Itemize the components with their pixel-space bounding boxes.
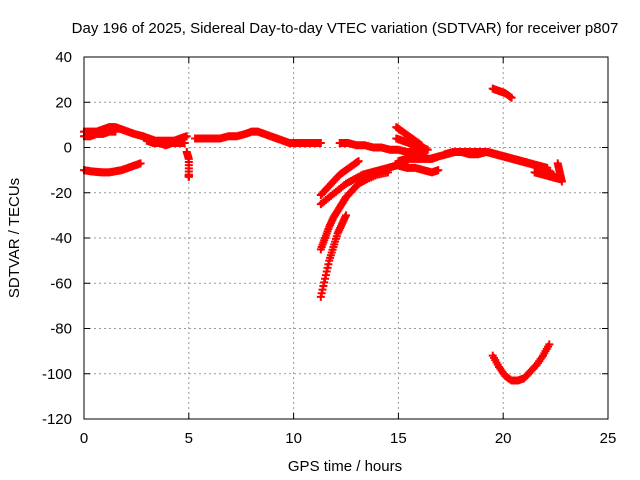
grid (84, 57, 608, 419)
series-track-14 (392, 134, 432, 154)
y-tick-label: 0 (64, 140, 72, 157)
y-tick-label: 40 (55, 49, 72, 66)
y-tick-label: -120 (42, 411, 72, 428)
y-tick-label: -100 (42, 366, 72, 383)
x-tick-label: 10 (285, 430, 302, 447)
y-tick-label: -20 (50, 185, 72, 202)
series-track-16 (394, 161, 443, 177)
series-track-22 (488, 340, 554, 385)
series-track-06 (182, 148, 193, 181)
series-track-05 (142, 136, 189, 150)
chart-title: Day 196 of 2025, Sidereal Day-to-day VTE… (72, 20, 619, 37)
data-point (342, 211, 350, 220)
series-track-03 (80, 159, 145, 177)
series-track-07 (191, 127, 325, 147)
data-points (80, 84, 566, 385)
data-point (383, 168, 392, 177)
x-axis-label: GPS time / hours (288, 458, 402, 475)
series-track-09 (316, 157, 363, 200)
data-point (184, 172, 193, 181)
y-tick-label: -60 (50, 275, 72, 292)
series-track-08 (335, 138, 428, 159)
data-point (316, 138, 325, 147)
y-tick-label: -80 (50, 321, 72, 338)
series-track-11 (316, 168, 392, 254)
x-tick-label: 0 (80, 430, 88, 447)
data-point (180, 138, 189, 147)
series-track-21 (488, 84, 516, 102)
y-tick-labels: -120 -100 -80 -60 -40 -20 0 20 40 (42, 49, 72, 428)
x-tick-label: 15 (390, 430, 407, 447)
data-point (182, 132, 191, 141)
data-point (557, 177, 566, 186)
x-tick-label: 25 (600, 430, 617, 447)
x-tick-label: 5 (185, 430, 193, 447)
y-axis-label: SDTVAR / TECUs (6, 178, 23, 298)
series-track-20 (553, 159, 566, 186)
series-track-18 (440, 148, 558, 179)
data-point (354, 157, 363, 166)
series-track-12 (316, 211, 350, 301)
data-point (545, 340, 554, 349)
y-tick-label: 20 (55, 94, 72, 111)
axis-ticks (83, 56, 609, 420)
x-tick-labels: 0 5 10 15 20 25 (80, 430, 617, 447)
x-tick-label: 20 (495, 430, 512, 447)
data-point (434, 166, 443, 175)
series-track-02 (80, 127, 120, 141)
data-point (111, 127, 120, 136)
data-point (136, 159, 145, 168)
y-tick-label: -40 (50, 230, 72, 247)
data-point (507, 93, 516, 102)
data-point (423, 145, 432, 154)
